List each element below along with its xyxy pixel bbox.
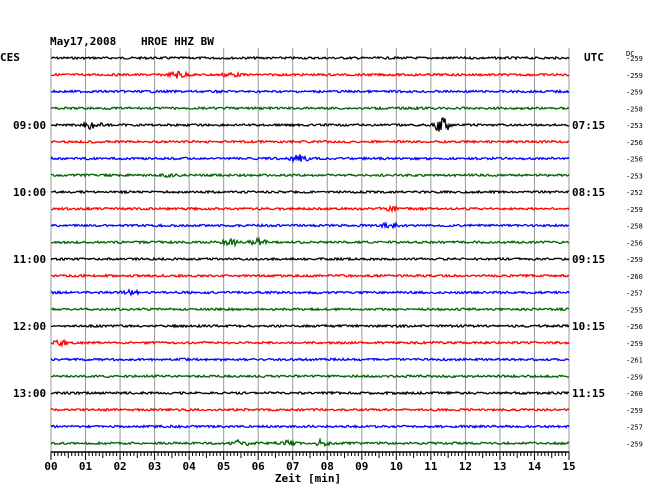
dc-offset-label: -256 (626, 323, 643, 331)
trace-3 (50, 105, 570, 111)
x-tick-label: 13 (493, 460, 506, 473)
dc-offset-label: -255 (626, 306, 643, 314)
trace-14 (50, 288, 570, 297)
trace-9 (50, 204, 570, 214)
left-time-label: 09:00 (13, 119, 46, 132)
station-label: HROE HHZ BW (141, 35, 214, 48)
x-tick-label: 05 (217, 460, 230, 473)
dc-offset-label: -253 (626, 122, 643, 130)
right-time-label: 07:15 (572, 119, 605, 132)
left-timezone-label: CES (0, 51, 20, 64)
trace-10 (50, 220, 570, 230)
x-tick-label: 01 (79, 460, 93, 473)
trace-7 (50, 172, 570, 179)
x-tick-label: 09 (355, 460, 368, 473)
left-time-label: 10:00 (13, 186, 46, 199)
dc-offset-label: -253 (626, 172, 643, 180)
x-tick-label: 00 (44, 460, 57, 473)
x-tick-label: 15 (562, 460, 575, 473)
left-time-label: 11:00 (13, 253, 46, 266)
x-tick-label: 03 (148, 460, 161, 473)
x-tick-label: 08 (321, 460, 334, 473)
dc-offset-label: -252 (626, 189, 643, 197)
date-label: May17,2008 (50, 35, 116, 48)
trace-0 (50, 55, 570, 61)
dc-offset-label: -259 (626, 340, 643, 348)
dc-offset-label: -259 (626, 89, 643, 97)
trace-13 (50, 273, 570, 279)
dc-offset-label: -260 (626, 273, 643, 281)
dc-offset-label: -259 (626, 256, 643, 264)
grid-lines (50, 48, 570, 452)
x-axis-title: Zeit [min] (275, 472, 341, 485)
x-tick-label: 02 (113, 460, 126, 473)
right-time-label: 08:15 (572, 186, 605, 199)
right-time-label: 09:15 (572, 253, 605, 266)
trace-16 (51, 323, 570, 329)
dc-offset-label: -259 (626, 373, 643, 381)
trace-19 (50, 373, 570, 379)
trace-group: -259 -259 -259 -258 -253 -256 -256 -253 -252 -259… (50, 55, 643, 448)
trace-2 (50, 88, 570, 95)
dc-offset-label: -259 (626, 55, 643, 63)
dc-offset-label: -260 (626, 390, 643, 398)
x-tick-label: 06 (252, 460, 266, 473)
dc-offset-label: -257 (626, 290, 643, 298)
dc-offset-label: -261 (626, 357, 643, 365)
x-tick-label: 12 (459, 460, 472, 473)
trace-11 (50, 236, 570, 248)
x-tick-label: 10 (390, 460, 403, 473)
trace-8 (50, 189, 570, 195)
trace-18 (50, 357, 570, 362)
trace-5 (50, 139, 570, 145)
trace-23 (50, 437, 570, 448)
trace-20 (50, 390, 570, 396)
dc-offset-label: -257 (626, 424, 643, 432)
x-tick-label: 07 (286, 460, 299, 473)
trace-4 (50, 117, 570, 132)
x-tick-label: 11 (424, 460, 438, 473)
dc-offset-label: -256 (626, 239, 643, 247)
right-time-label: 10:15 (572, 320, 605, 333)
right-timezone-label: UTC (584, 51, 604, 64)
right-time-label: 11:15 (572, 387, 605, 400)
dc-offset-label: -256 (626, 139, 643, 147)
x-axis: 00 01 02 03 04 05 06 07 08 09 10 11 12 13 14 15 (44, 451, 576, 473)
x-tick-label: 14 (528, 460, 542, 473)
trace-1 (50, 70, 570, 79)
trace-15 (50, 306, 570, 312)
left-time-label: 12:00 (13, 320, 46, 333)
dc-offset-label: -258 (626, 105, 643, 113)
dc-offset-label: -256 (626, 156, 643, 164)
dc-offset-label: -259 (626, 72, 643, 80)
trace-17 (50, 338, 570, 348)
trace-21 (50, 407, 570, 413)
left-time-label: 13:00 (13, 387, 46, 400)
trace-22 (50, 424, 570, 429)
dc-offset-label: -259 (626, 407, 643, 415)
dc-offset-label: -258 (626, 223, 643, 231)
dc-offset-label: -259 (626, 440, 643, 448)
x-tick-label: 04 (183, 460, 197, 473)
trace-6 (50, 154, 570, 164)
dc-offset-label: -259 (626, 206, 643, 214)
dc-label: DC (626, 50, 634, 58)
time-label-group: 09:00 10:00 11:00 12:00 13:00 07:15 08:15 09:15… (13, 119, 605, 400)
trace-12 (50, 256, 570, 262)
